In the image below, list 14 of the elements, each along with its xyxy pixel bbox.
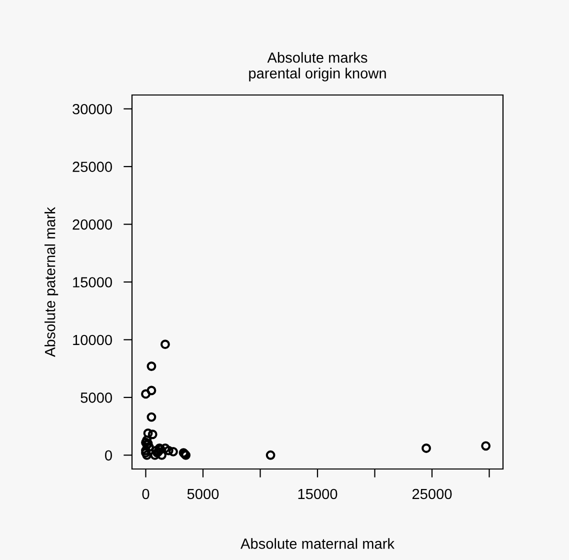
x-tick-label: 15000: [298, 488, 338, 500]
x-tick-label: 5000: [187, 488, 219, 500]
y-tick-label: 10000: [73, 334, 112, 346]
y-tick-label: 0: [105, 450, 112, 461]
y-tick-label: 30000: [72, 104, 112, 114]
y-tick-label: 5000: [80, 392, 112, 403]
x-axis-title: Absolute maternal mark: [240, 538, 395, 549]
y-tick-label: 20000: [72, 219, 112, 230]
x-tick-label: 25000: [412, 488, 452, 500]
y-axis-title: Absolute paternal mark: [44, 206, 58, 357]
y-tick-label: 25000: [72, 162, 112, 172]
y-tick-label: 15000: [73, 277, 112, 288]
chart-title: Absolute marks parental origin known: [249, 52, 386, 82]
x-tick-label: 0: [142, 488, 150, 500]
